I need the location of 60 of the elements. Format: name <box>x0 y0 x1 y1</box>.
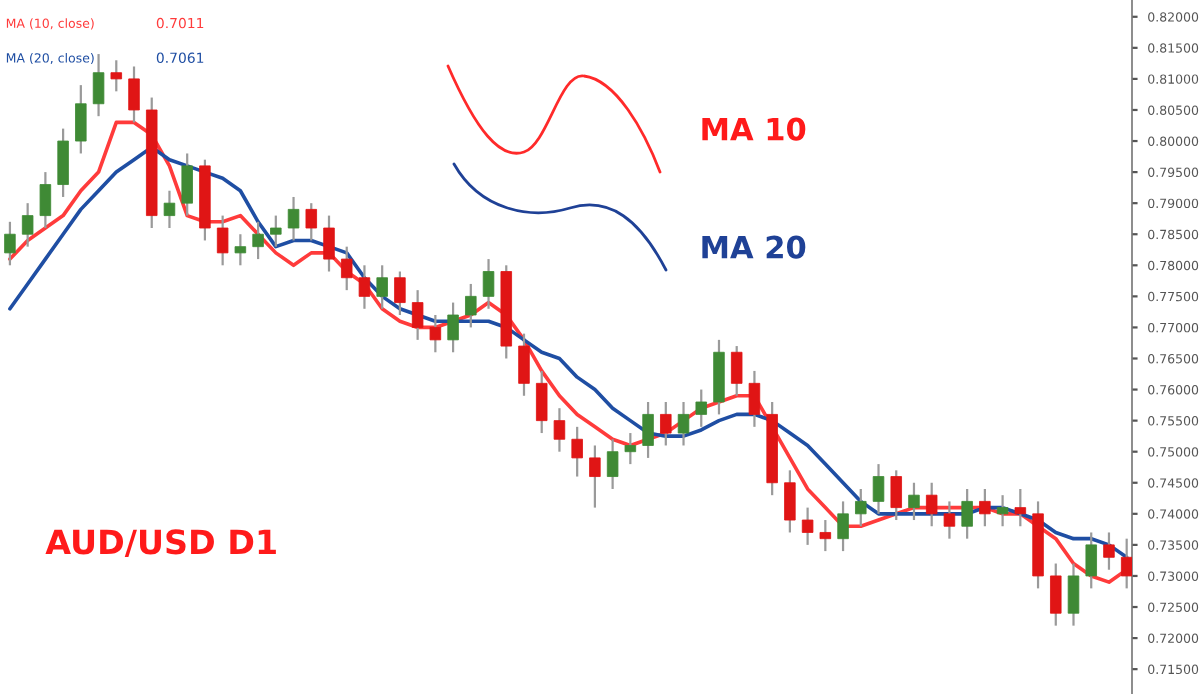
candlestick <box>465 282 477 329</box>
candlestick <box>660 400 672 447</box>
candlestick <box>642 400 654 460</box>
candlestick <box>110 59 123 93</box>
candlestick <box>216 214 229 267</box>
candlestick <box>571 425 583 478</box>
candlestick <box>92 52 105 118</box>
candlestick <box>624 431 637 466</box>
candlestick <box>589 444 601 509</box>
candlestick <box>1050 562 1062 627</box>
candlestick <box>376 264 388 310</box>
annotation: MA 20 <box>702 235 806 259</box>
candlestick <box>1067 562 1080 627</box>
annotation: MA 10 <box>702 117 806 141</box>
candlestick <box>855 487 867 528</box>
annotation: AUD/USD D1 <box>45 529 276 558</box>
candlestick <box>925 481 938 528</box>
candlestick <box>748 369 761 428</box>
candlestick <box>961 487 973 540</box>
candlestick <box>411 289 424 341</box>
candlestick <box>695 388 707 428</box>
candlestick <box>996 494 1009 528</box>
candlestick <box>837 500 849 553</box>
candlestick <box>606 438 619 491</box>
candlestick <box>801 506 814 546</box>
candlestick <box>730 344 743 397</box>
candlestick <box>4 220 16 267</box>
candlestick <box>872 463 885 515</box>
candlestick <box>908 481 920 522</box>
candlestick <box>1103 531 1115 571</box>
candlestick <box>553 407 566 453</box>
candlestick <box>181 152 193 217</box>
candlestick <box>784 469 796 534</box>
candlestick <box>943 500 956 540</box>
candlestick <box>482 257 495 310</box>
candlestick <box>979 487 991 528</box>
candlestick <box>447 301 459 354</box>
candlestick <box>234 233 247 267</box>
candlestick <box>57 127 69 199</box>
candlestick <box>394 270 406 317</box>
candlestick <box>21 202 34 248</box>
candlestick <box>518 332 530 397</box>
candlestick <box>163 189 176 230</box>
candlestick <box>39 170 52 230</box>
candlestick <box>890 469 902 522</box>
candlestick <box>1014 487 1027 528</box>
candlestick <box>1085 531 1097 590</box>
candlestick <box>677 400 690 447</box>
candlestick <box>323 214 335 273</box>
candlestick <box>287 195 300 242</box>
candlestick <box>429 313 442 354</box>
candlestick <box>340 245 353 292</box>
candlestick <box>305 202 318 242</box>
candlestick <box>252 220 264 261</box>
candlestick <box>75 84 87 155</box>
candlestick <box>535 369 548 435</box>
candlestick <box>128 65 140 124</box>
candlestick <box>270 214 282 248</box>
candlestick <box>819 518 832 553</box>
candlestick <box>358 264 371 310</box>
